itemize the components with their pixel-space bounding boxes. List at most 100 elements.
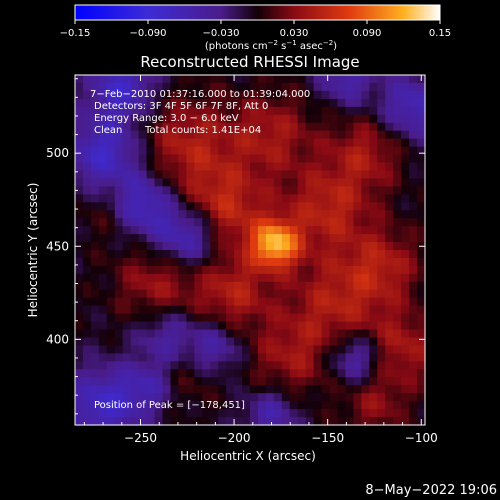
heatmap-cell [393, 401, 402, 410]
heatmap-cell [305, 313, 315, 323]
heatmap-cell [90, 353, 100, 362]
heatmap-cell [162, 138, 172, 148]
heatmap-cell [218, 130, 227, 140]
heatmap-cell [202, 170, 211, 180]
heatmap-cell [90, 178, 100, 187]
heatmap-cell [321, 226, 331, 235]
heatmap-cell [401, 162, 410, 172]
heatmap-cell [409, 202, 418, 211]
heatmap-cell [162, 377, 172, 386]
heatmap-cell [377, 202, 386, 211]
heatmap-cell [401, 393, 410, 402]
heatmap-cell [297, 170, 307, 180]
heatmap-cell [401, 210, 410, 219]
heatmap-cell [234, 369, 243, 378]
heatmap-cell [122, 297, 132, 307]
heatmap-cell [353, 250, 362, 259]
heatmap-cell [178, 281, 187, 291]
heatmap-cell [281, 130, 291, 140]
heatmap-cell [345, 361, 355, 370]
heatmap-cell [257, 305, 267, 315]
heatmap-cell [337, 106, 347, 116]
heatmap-cell [337, 273, 347, 283]
heatmap-cell [409, 90, 418, 100]
heatmap-cell [138, 114, 148, 124]
annotation-counts: Total counts: 1.41E+04 [144, 125, 261, 136]
heatmap-cell [337, 178, 347, 187]
heatmap-cell [178, 289, 187, 299]
heatmap-cell [130, 313, 140, 323]
heatmap-cell [122, 226, 132, 235]
heatmap-cell [138, 242, 148, 251]
heatmap-cell [377, 154, 386, 164]
y-tick-label: 400 [46, 332, 69, 346]
heatmap-cell [138, 154, 148, 164]
heatmap-cell [114, 218, 124, 227]
heatmap-cell [242, 138, 251, 148]
heatmap-cell [138, 265, 148, 275]
heatmap-cell [250, 242, 259, 251]
heatmap-cell [170, 90, 180, 100]
x-tick-label: −250 [124, 431, 157, 445]
heatmap-cell [130, 90, 140, 100]
heatmap-cell [210, 106, 219, 116]
heatmap-cell [337, 297, 347, 307]
heatmap-cell [210, 329, 219, 339]
heatmap-cell [82, 234, 92, 243]
heatmap-cell [90, 297, 100, 307]
heatmap-cell [353, 194, 362, 203]
heatmap-cell [210, 313, 219, 323]
heatmap-cell [353, 226, 362, 235]
heatmap-cell [250, 186, 259, 195]
heatmap-cell [273, 162, 283, 172]
heatmap-cell [218, 305, 227, 315]
heatmap-cell [242, 202, 251, 211]
heatmap-cell [369, 162, 378, 172]
heatmap-cell [242, 146, 251, 156]
heatmap-cell [210, 273, 219, 283]
heatmap-cell [146, 138, 156, 148]
heatmap-cell [98, 106, 108, 116]
heatmap-cell [321, 401, 331, 410]
heatmap-cell [273, 289, 283, 299]
heatmap-cell [337, 186, 347, 195]
heatmap-cell [154, 202, 164, 211]
heatmap-cell [210, 146, 219, 156]
heatmap-cell [385, 114, 394, 124]
heatmap-cell [353, 146, 362, 156]
heatmap-cell [250, 409, 259, 418]
heatmap-cell [218, 409, 227, 418]
heatmap-cell [369, 393, 378, 402]
heatmap-cell [305, 305, 315, 315]
heatmap-cell [75, 305, 84, 315]
heatmap-cell [257, 345, 267, 355]
heatmap-cell [409, 361, 418, 370]
heatmap-cell [170, 377, 180, 386]
heatmap-cell [345, 385, 355, 394]
heatmap-cell [273, 417, 283, 426]
heatmap-cell [90, 82, 100, 92]
heatmap-cell [226, 321, 235, 331]
heatmap-cell [75, 401, 84, 410]
heatmap-cell [98, 130, 108, 140]
heatmap-cell [90, 90, 100, 100]
heatmap-cell [114, 409, 124, 418]
heatmap-cell [305, 417, 315, 426]
heatmap-cell [305, 377, 315, 386]
heatmap-cell [75, 114, 84, 124]
heatmap-cell [82, 345, 92, 355]
heatmap-cell [138, 313, 148, 323]
heatmap-cell [281, 417, 291, 426]
heatmap-cell [273, 337, 283, 347]
heatmap-cell [122, 321, 132, 331]
heatmap-cell [265, 257, 275, 267]
heatmap-cell [154, 210, 164, 219]
heatmap-cell [90, 393, 100, 402]
heatmap-cell [377, 138, 386, 148]
heatmap-cell [226, 401, 235, 410]
heatmap-cell [289, 289, 299, 299]
heatmap-cell [162, 218, 172, 227]
heatmap-cell [186, 257, 195, 267]
heatmap-cell [329, 106, 339, 116]
heatmap-cell [234, 122, 243, 132]
